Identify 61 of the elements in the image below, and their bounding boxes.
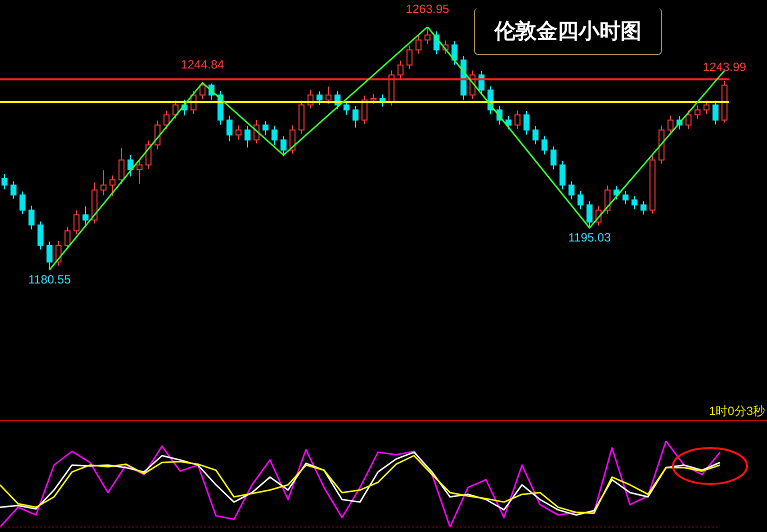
candlestick (506, 116, 512, 130)
candlestick (560, 160, 566, 190)
candlestick (110, 174, 116, 197)
candlestick (38, 220, 44, 250)
candlestick (370, 93, 376, 105)
candlestick (362, 95, 368, 124)
annotation: 1263.95 (406, 2, 450, 16)
candlestick (550, 146, 556, 170)
candlestick (64, 226, 70, 250)
candlestick (244, 125, 250, 148)
candlestick (406, 45, 412, 70)
annotation: 1243.99 (702, 60, 747, 74)
candlestick (542, 135, 548, 155)
candlestick (74, 210, 80, 235)
candlestick (236, 124, 242, 140)
candlestick (128, 154, 134, 177)
candlestick (316, 90, 322, 106)
candlestick (452, 40, 458, 66)
candlestick (136, 160, 142, 184)
candlestick (164, 110, 170, 130)
candlestick (344, 100, 350, 116)
candlestick (632, 196, 638, 210)
candlestick (416, 35, 422, 54)
candlestick (272, 125, 278, 146)
candlestick (712, 100, 718, 125)
candlestick (668, 115, 674, 134)
candlestick (398, 60, 404, 80)
candlestick (10, 180, 16, 200)
candlestick (46, 241, 52, 270)
candlestick (622, 190, 628, 205)
candlestick (578, 190, 584, 210)
candlestick (172, 100, 178, 120)
candlestick (424, 27, 430, 45)
annotation: 1195.03 (568, 230, 612, 244)
candlestick (586, 200, 592, 228)
candlestick (28, 205, 34, 230)
candlestick (694, 105, 700, 120)
candlestick (20, 190, 26, 214)
candlestick (2, 173, 8, 190)
candlestick (262, 120, 268, 136)
candlestick (280, 136, 286, 157)
candlestick (352, 106, 358, 128)
candlestick (704, 100, 710, 114)
text: 1时0分3秒 (708, 403, 765, 420)
candlestick (532, 125, 538, 145)
candlestick (118, 148, 124, 184)
chart-title: 伦敦金四小时图 (474, 8, 662, 55)
candlestick (524, 110, 530, 136)
candlestick (640, 200, 646, 215)
candlestick (514, 110, 520, 130)
candlestick (226, 115, 232, 142)
candlestick (686, 110, 692, 130)
annotation: 1180.55 (28, 272, 72, 287)
candlestick (154, 120, 160, 150)
annotation: 1244.84 (180, 58, 225, 72)
candlestick (100, 170, 106, 196)
candlestick (326, 86, 332, 105)
candlestick (290, 124, 296, 154)
candlestick (82, 206, 88, 226)
candlestick (200, 82, 206, 100)
candlestick (568, 180, 574, 200)
